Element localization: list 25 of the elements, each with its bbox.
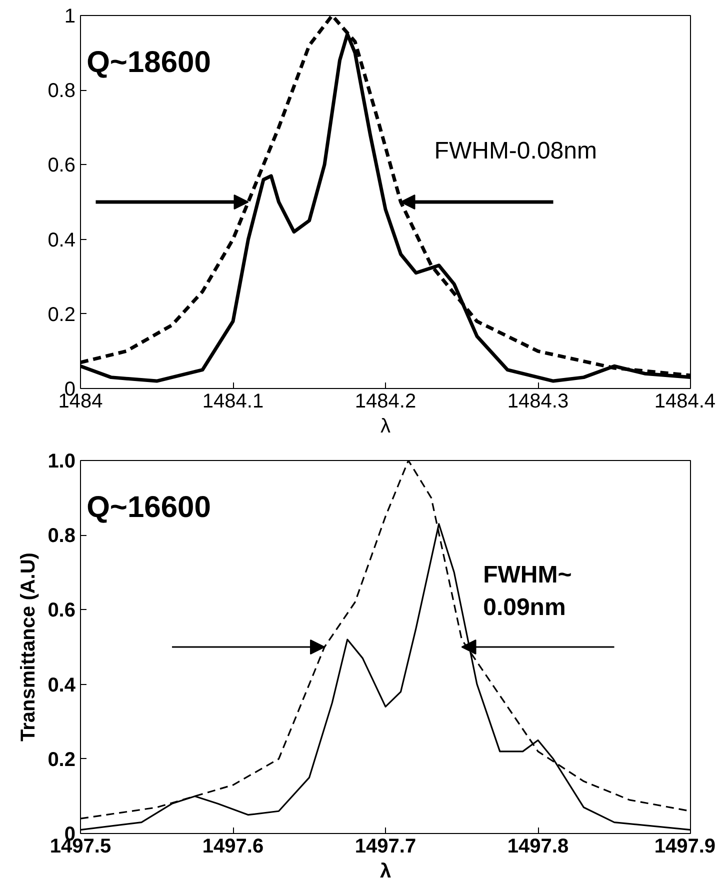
y-tick-label: 0.4	[48, 229, 76, 252]
y-tick-label: 1	[64, 6, 76, 28]
x-tick-label: 1484.4	[654, 390, 716, 412]
y-tick-label: 0.6	[48, 154, 76, 177]
annotation: FWHM~ 0.09nm	[483, 561, 572, 621]
y-tick-label: 0.8	[48, 80, 76, 102]
annotation: Q~18600	[86, 46, 211, 79]
y-tick-label: 0.4	[48, 674, 76, 696]
y-axis-title: Transmittance (A.U)	[18, 552, 40, 742]
x-tick-label: 1484.1	[202, 390, 264, 412]
x-tick-label: 1497.6	[202, 836, 264, 858]
x-tick-label: 1497.9	[654, 836, 716, 858]
x-tick-label: 1497.7	[354, 836, 416, 858]
y-tick-label: 0.2	[48, 304, 76, 326]
y-tick-label: 0.8	[48, 525, 76, 548]
y-tick-label: 0.6	[48, 600, 76, 622]
y-tick-label: 0.2	[48, 748, 76, 771]
x-tick-label: 1484.2	[354, 390, 416, 412]
y-tick-label: 1.0	[48, 450, 76, 472]
x-axis-title: λ	[380, 860, 392, 882]
x-tick-label: 1497.8	[507, 836, 569, 858]
x-tick-label: 1484.3	[507, 390, 569, 412]
annotation: Q~16600	[86, 490, 211, 524]
x-axis-title: λ	[380, 416, 390, 438]
annotation: FWHM-0.08nm	[434, 138, 597, 165]
